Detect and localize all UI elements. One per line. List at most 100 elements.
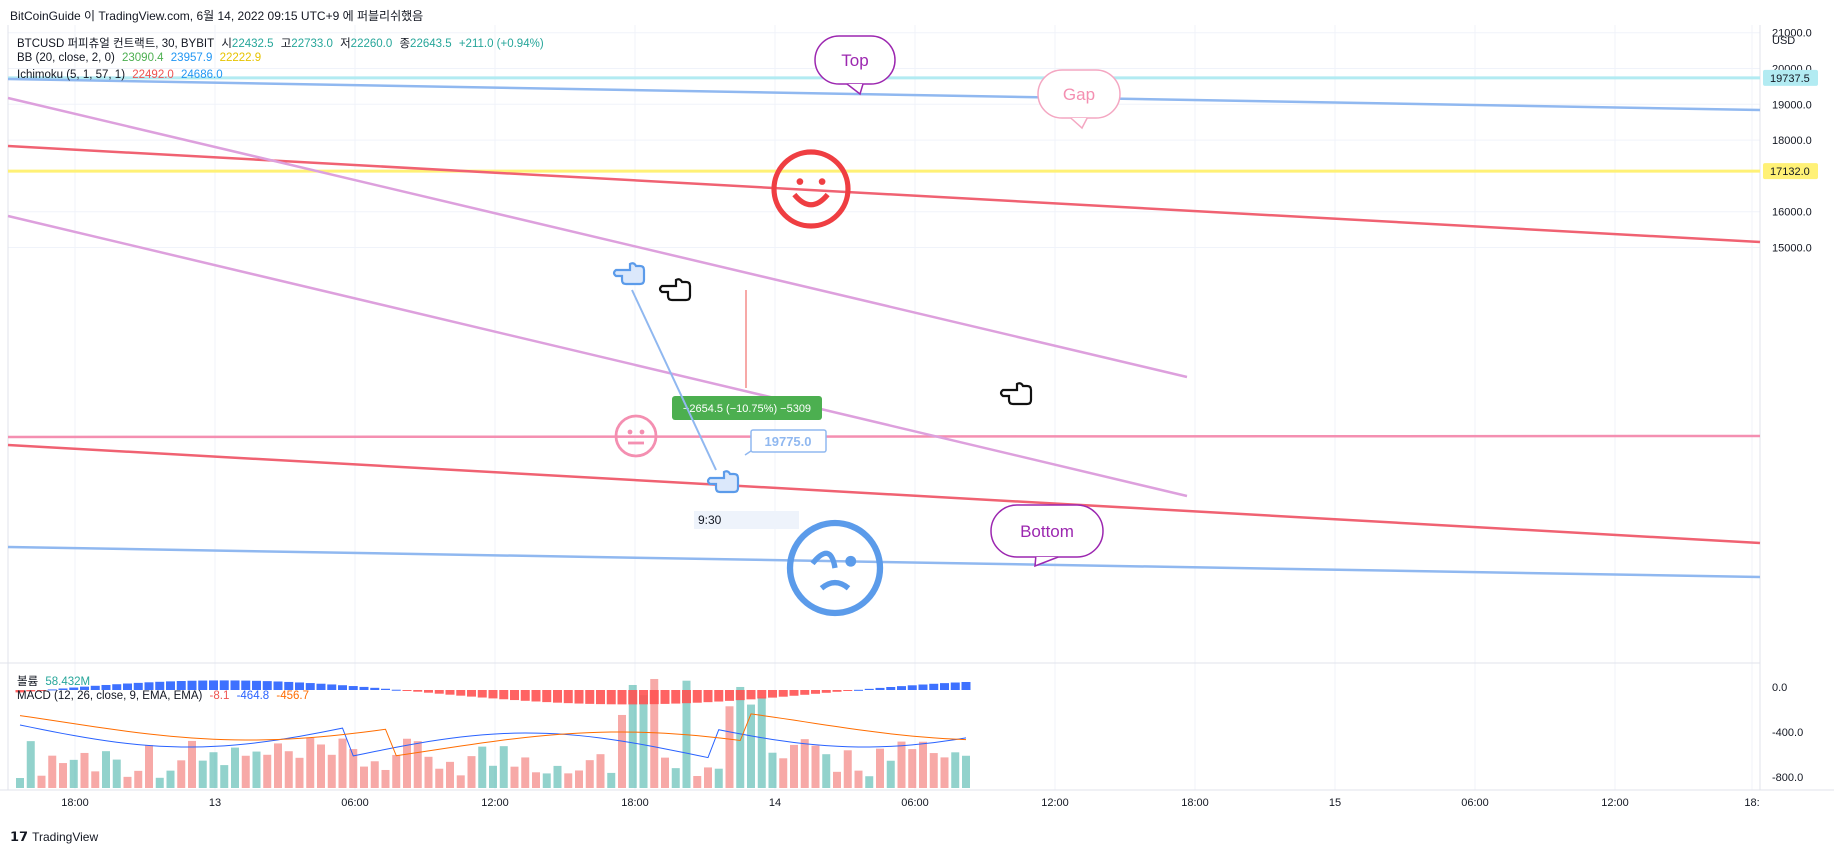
blue-bottom-trendline [7,545,1761,579]
time-tick-3: 12:00 [481,797,509,809]
price-label-text-5: 17132.0 [1770,166,1810,178]
macd-bar-44 [488,690,498,699]
macd-bar-88 [961,681,971,690]
macd-bar-83 [907,685,917,690]
price-tick-7: 21000.0 [1772,28,1812,40]
macd-bar-76 [832,690,842,692]
pointing-hand-left-icon-shape [658,278,692,302]
volume-bar-66 [725,706,734,788]
volume-bar-83 [908,749,917,788]
volume-bar-52 [575,770,583,788]
macd-bar-56 [617,690,627,705]
close-value: 22643.5 [410,38,452,50]
macd-bar-50 [553,690,562,703]
volume-bar-53 [585,760,594,788]
macd-tick-2: -800.0 [1772,772,1803,784]
macd-bar-73 [800,690,810,695]
volume-bar-41 [456,775,465,788]
bb-upper-value: 23957.9 [170,52,213,64]
macd-bar-16 [187,680,197,690]
volume-bar-49 [542,773,551,788]
volume-bar-73 [800,739,809,788]
price-label-5: 17132.0 [1763,163,1818,180]
macd-tick-0: 0.0 [1772,682,1787,694]
macd-bar-36 [402,690,412,691]
bb-legend: BB (20, close, 2, 0) 23090.4 23957.9 222… [17,52,265,64]
pointing-hand-up-icon-shape [612,262,646,286]
low-value: 22260.0 [350,38,393,50]
volume-bar-38 [424,756,433,788]
price-label-bg-4 [1763,69,1818,86]
volume-bar-39 [435,768,444,788]
volume-bar-88 [962,755,970,788]
bb-label: BB (20, close, 2, 0) [17,52,115,64]
volume-legend: 볼륨 58.432M [17,673,94,689]
top-callout: Top [814,35,896,96]
volume-bar-19 [220,765,229,788]
macd-bar-34 [381,688,390,690]
macd-bar-20 [230,680,240,690]
volume-bar-72 [790,744,798,788]
macd-bar-87 [950,682,960,690]
macd-label: MACD (12, 26, close, 9, EMA, EMA) [17,690,203,702]
pink-support-line [7,434,1761,439]
macd-bar-80 [875,687,885,690]
macd-bar-79 [864,688,874,690]
time-tick-10: 06:00 [1461,797,1489,809]
time-tick-0: 18:00 [61,797,89,809]
macd-bar-57 [628,690,638,705]
happy-face-icon-mouth [792,192,830,208]
macd-bar-55 [606,690,616,705]
volume-bar-15 [177,760,186,788]
price-tick-9: 19000.0 [1772,99,1812,111]
price-label-bg-5 [1763,163,1818,180]
volume-bar-86 [940,757,949,788]
blue-top-trendline [7,77,1761,112]
macd-bar-21 [241,680,251,690]
measure-label: −2654.5 (−10.75%) −5309 [672,396,822,420]
ichimoku-b-value: 24686.0 [181,69,223,81]
volume-bar-33 [370,761,379,788]
pointing-hand-up-icon [612,262,646,286]
macd-bar-47 [520,690,530,701]
volume-bar-46 [510,766,519,788]
price-unit: USD [1772,35,1795,47]
volume-bar-8 [102,751,110,788]
macd-bar-33 [370,687,380,690]
bottom-callout-text: Bottom [1020,522,1074,541]
macd-bar-37 [413,690,423,692]
volume-bar-67 [736,686,745,788]
macd-bar-65 [714,690,724,702]
macd-bar-42 [467,690,476,697]
time-tick-2: 06:00 [341,797,369,809]
macd-signal-value: -456.7 [276,690,309,702]
top-callout-tail [846,83,864,96]
gap-callout: Gap [1037,69,1121,130]
macd-bar-39 [434,690,444,694]
macd-bar-4 [58,688,68,690]
time-tick-12: 18: [1744,797,1759,809]
macd-tick-1: -400.0 [1772,727,1803,739]
macd-bar-52 [574,690,584,704]
macd-bar-29 [327,684,337,690]
time-tick-1: 13 [209,797,221,809]
macd-bar-64 [703,690,713,703]
volume-bar-81 [886,760,895,788]
happy-face-icon-outline [771,149,851,229]
volume-bar-47 [521,757,530,788]
pointing-hand-left-icon [658,278,692,302]
red-bottom-trendline [7,443,1761,545]
macd-bar-1 [26,690,36,692]
tradingview-footer[interactable]: 𝟭𝟳 TradingView [10,829,98,845]
macd-bar-41 [456,690,466,696]
target-label: 19775.0 [750,429,827,453]
volume-bar-32 [360,766,368,788]
volume-bar-26 [295,757,304,788]
macd-bar-86 [940,683,949,690]
red-top-trendline [7,144,1761,244]
volume-bar-51 [564,773,573,788]
volume-bar-78 [854,770,863,788]
macd-bar-69 [757,690,767,699]
